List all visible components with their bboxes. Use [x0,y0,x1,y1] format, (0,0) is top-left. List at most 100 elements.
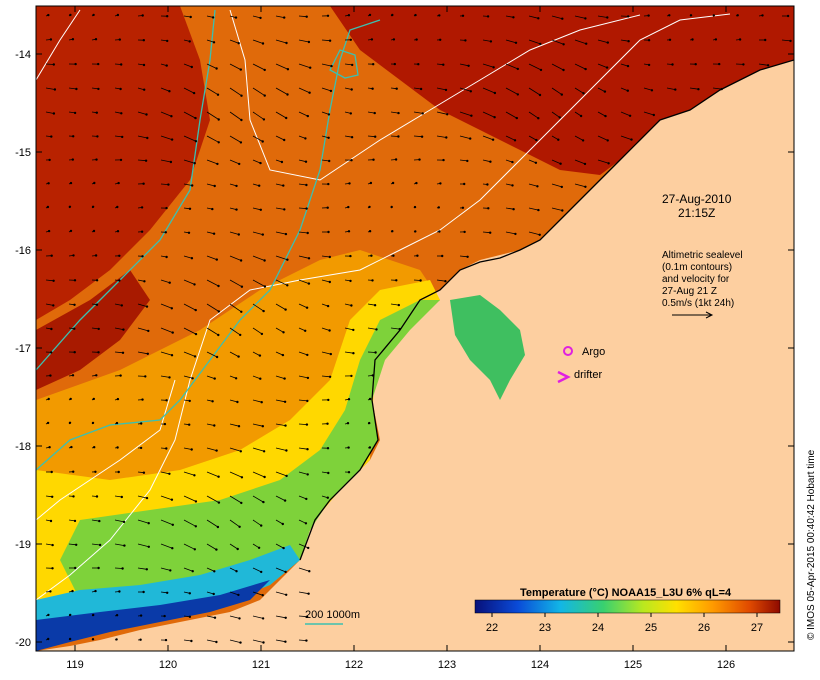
velocity-vector-head [327,113,331,116]
velocity-vector [206,279,219,287]
velocity-vector-head [117,470,120,474]
velocity-vector-head [368,205,371,209]
velocity-vector [528,87,541,96]
drifter-marker [557,370,571,384]
velocity-vector-head [50,470,53,474]
velocity-vector [252,39,264,44]
velocity-vector [275,135,285,141]
velocity-vector-head [513,139,517,142]
colorbar-tick-label: 27 [751,622,763,634]
velocity-vector-head [584,67,587,71]
velocity-vector-head [283,138,286,142]
timestamp-date: 27-Aug-2010 [662,192,732,206]
velocity-vector-head [73,111,77,115]
velocity-vector [206,159,218,165]
velocity-vector [183,327,197,335]
velocity-vector-head [374,135,377,138]
velocity-vector-head [194,525,197,528]
velocity-vector-head [714,38,718,41]
velocity-vector-head [189,15,192,19]
velocity-vector-head [190,639,193,643]
velocity-vector-head [416,254,419,257]
velocity-vector-head [694,62,697,66]
velocity-vector [275,39,287,44]
velocity-vector-head [397,303,400,307]
velocity-vector [344,327,354,331]
velocity-vector [275,423,286,426]
velocity-vector-head [786,14,790,18]
velocity-vector-head [584,185,587,188]
velocity-vector-head [238,525,241,528]
velocity-vector-head [397,111,400,115]
colorbar-title: Temperature (°C) NOAA15_L3U 6% qL=4 [520,587,732,599]
velocity-vector-head [52,279,55,282]
velocity-vector-head [493,91,497,95]
velocity-vector-head [47,182,50,185]
velocity-vector-head [352,328,355,332]
velocity-vector [229,471,243,478]
velocity-vector-head [119,87,122,91]
velocity-vector-head [538,233,541,236]
sealevel-contours [36,9,731,601]
velocity-vector [229,87,242,97]
velocity-vector-head [92,229,96,233]
lat-tick-label: -18 [15,441,31,453]
velocity-vector-head [166,15,169,18]
velocity-vector-head [118,590,121,593]
velocity-vector-head [258,184,261,187]
velocity-vector-head [390,205,393,209]
velocity-vector [597,135,608,141]
velocity-vector-head [170,307,173,310]
velocity-vector-head [142,471,146,474]
velocity-vector-head [123,544,126,547]
sst-hot-west [36,6,210,320]
velocity-vector-head [539,42,542,46]
velocity-vector-head [170,498,174,501]
velocity-vector [275,87,288,95]
velocity-vector [252,519,262,526]
velocity-vector-head [511,160,514,164]
velocity-vector-head [68,205,72,208]
velocity-vector-head [604,114,607,118]
velocity-vector-head [140,206,144,209]
velocity-vector-head [671,63,674,66]
velocity-vector [551,87,563,95]
velocity-vector [482,231,491,234]
velocity-vector-head [122,520,126,524]
velocity-vector-head [261,140,264,143]
velocity-vector-head [94,589,97,593]
lon-tick-label: 119 [66,659,84,671]
velocity-vector-head [239,259,243,262]
velocity-vector-head [143,88,146,91]
velocity-vector [183,135,197,142]
velocity-vector-head [169,160,173,164]
velocity-vector [298,591,309,595]
velocity-vector-head [285,593,288,596]
velocity-vector-head [188,207,192,210]
velocity-vector-head [349,279,352,283]
velocity-vector [160,303,172,309]
velocity-vector [344,63,353,66]
velocity-vector-head [305,207,308,210]
velocity-vector-head [146,352,149,355]
velocity-vector-head [491,138,495,141]
velocity-vector-head [217,118,220,121]
velocity-vector [528,183,538,187]
velocity-vector [229,279,243,288]
lon-tick-label: 122 [345,659,363,671]
velocity-vector [597,39,608,43]
lat-tick-label: -19 [15,539,31,551]
velocity-vector [551,183,562,188]
velocity-vector [482,111,495,118]
velocity-vector-head [91,205,95,208]
velocity-vector [275,543,284,549]
velocity-vector-head [190,65,193,69]
velocity-vector-head [512,16,515,19]
velocity-vector-head [259,161,262,165]
velocity-vector-head [328,255,331,259]
velocity-vector [321,255,330,258]
velocity-vector-head [170,115,173,118]
velocity-vector-head [467,64,470,68]
velocity-vector-head [516,93,519,96]
velocity-vector-head [579,114,583,118]
